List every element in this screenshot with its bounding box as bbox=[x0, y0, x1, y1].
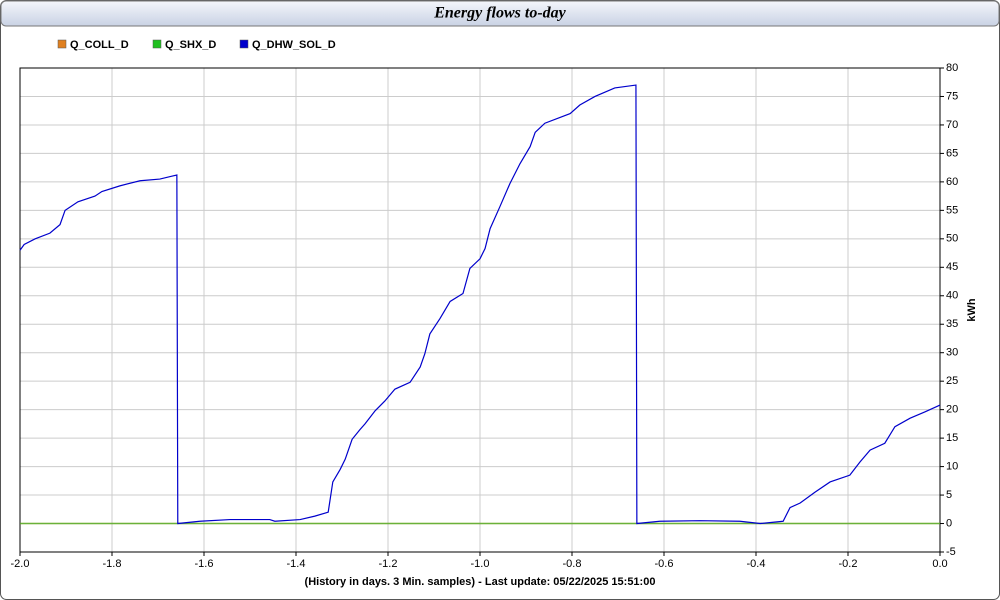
y-tick-label: 15 bbox=[946, 432, 958, 444]
y-tick-label: 5 bbox=[946, 489, 952, 501]
x-tick-label: -0.2 bbox=[839, 558, 858, 570]
x-tick-label: -1.2 bbox=[379, 558, 398, 570]
x-tick-label: -1.0 bbox=[471, 558, 490, 570]
x-tick-label: -1.6 bbox=[195, 558, 214, 570]
y-tick-label: 20 bbox=[946, 404, 958, 416]
x-tick-label: -0.6 bbox=[655, 558, 674, 570]
y-tick-label: 55 bbox=[946, 204, 958, 216]
x-tick-label: -0.8 bbox=[563, 558, 582, 570]
y-tick-label: 60 bbox=[946, 176, 958, 188]
legend-label: Q_SHX_D bbox=[165, 39, 216, 51]
x-tick-label: -1.8 bbox=[103, 558, 122, 570]
plot-border bbox=[19, 67, 941, 553]
x-tick-label: -2.0 bbox=[11, 558, 30, 570]
y-tick-label: 80 bbox=[946, 62, 958, 74]
title-bar bbox=[0, 0, 1000, 27]
y-tick-label: 30 bbox=[946, 347, 958, 359]
legend-swatch bbox=[239, 39, 249, 49]
series-line bbox=[19, 84, 941, 525]
y-tick-label: 10 bbox=[946, 460, 958, 472]
y-axis-label: kWh bbox=[966, 298, 978, 322]
x-tick-label: 0.0 bbox=[932, 558, 947, 570]
y-tick-label: 50 bbox=[946, 233, 958, 245]
y-tick-label: 65 bbox=[946, 147, 958, 159]
x-tick-label: -0.4 bbox=[747, 558, 766, 570]
y-tick-label: 75 bbox=[946, 90, 958, 102]
legend-swatch bbox=[152, 39, 162, 49]
x-tick-label: -1.4 bbox=[287, 558, 306, 570]
legend-label: Q_DHW_SOL_D bbox=[252, 39, 336, 51]
y-tick-label: 40 bbox=[946, 290, 958, 302]
legend-swatch bbox=[57, 39, 67, 49]
legend-label: Q_COLL_D bbox=[70, 39, 129, 51]
chart-title: Energy flows to-day bbox=[433, 5, 566, 22]
y-tick-label: 70 bbox=[946, 119, 958, 131]
x-axis-label: (History in days. 3 Min. samples) - Last… bbox=[305, 576, 656, 588]
y-tick-label: 0 bbox=[946, 517, 952, 529]
y-tick-label: 35 bbox=[946, 318, 958, 330]
y-tick-label: 45 bbox=[946, 261, 958, 273]
y-tick-label: 25 bbox=[946, 375, 958, 387]
y-tick-label: -5 bbox=[946, 546, 956, 558]
